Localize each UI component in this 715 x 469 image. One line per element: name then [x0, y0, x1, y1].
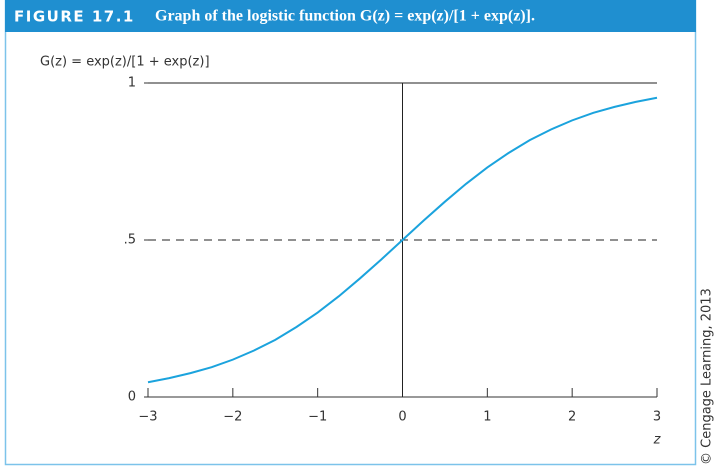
x-tick-label: −1 [308, 410, 327, 425]
x-tick-label: 3 [653, 410, 661, 425]
chart-title: Graph of the logistic function G(z) = ex… [155, 8, 535, 25]
y-tick-label: 0 [128, 390, 136, 405]
figure-label: FIGURE 17.1 [14, 8, 135, 26]
title-bar [5, 0, 696, 32]
x-tick-label: 2 [568, 410, 576, 425]
y-axis-label: G(z) = exp(z)/[1 + exp(z)] [40, 55, 210, 70]
y-tick-label: .5 [124, 233, 136, 248]
y-tick-label: 1 [128, 76, 136, 91]
curve [147, 96, 658, 384]
x-axis-label: z [653, 433, 662, 448]
credit: © Cengage Learning, 2013 [700, 288, 715, 465]
x-tick-label: −2 [223, 410, 242, 425]
x-tick-label: 0 [398, 410, 406, 425]
x-tick-label: −3 [138, 410, 157, 425]
x-tick-label: 1 [483, 410, 491, 425]
frame [4, 0, 697, 466]
